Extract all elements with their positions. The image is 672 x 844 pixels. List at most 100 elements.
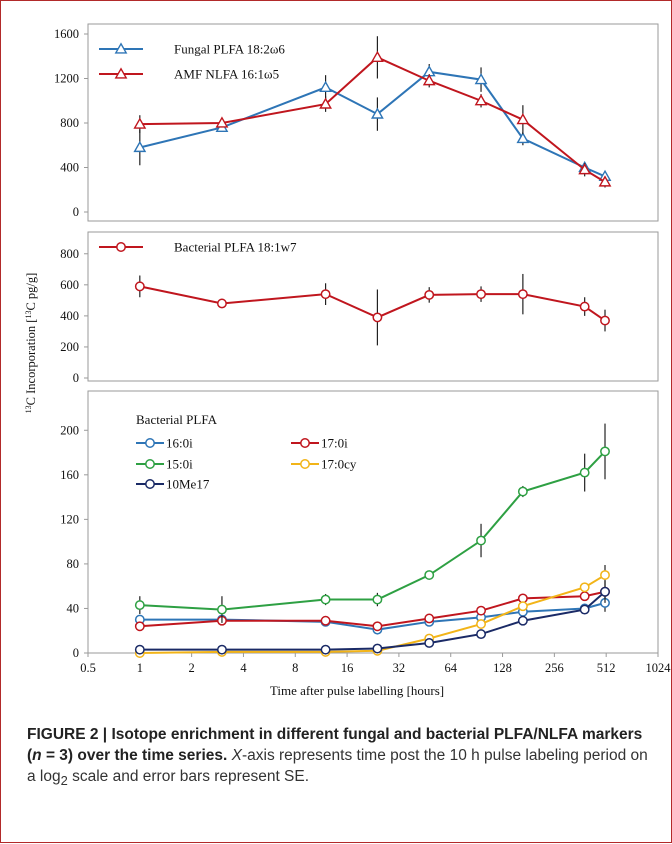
legend-label: Bacterial PLFA 18:1w7 xyxy=(174,240,297,255)
series-3-3 xyxy=(134,423,610,623)
caption-rest-2: scale and error bars represent SE. xyxy=(67,768,310,785)
series-line xyxy=(139,285,606,322)
data-point xyxy=(134,644,145,655)
ylabel-sup1: 13 xyxy=(24,405,33,413)
x-tick-label: 64 xyxy=(444,661,457,675)
ylabel-part2: C pg/g] xyxy=(24,273,38,311)
legend-marker xyxy=(114,67,128,79)
data-point xyxy=(579,604,590,615)
data-point xyxy=(424,289,435,300)
data-point xyxy=(216,604,227,615)
x-tick-label: 4 xyxy=(240,661,247,675)
data-point xyxy=(319,80,332,93)
panel-frame-3 xyxy=(87,390,659,654)
legend-marker xyxy=(116,242,126,252)
data-point xyxy=(578,163,592,175)
data-point xyxy=(370,50,384,62)
data-point xyxy=(476,605,486,616)
y-tick-label: 120 xyxy=(60,512,79,526)
data-point xyxy=(424,638,435,648)
y-tick-label: 0 xyxy=(73,646,79,660)
data-point xyxy=(476,619,486,629)
data-point xyxy=(517,486,528,497)
legend-marker xyxy=(145,438,155,448)
data-point xyxy=(517,289,528,300)
data-point xyxy=(474,94,488,106)
data-point xyxy=(216,298,227,309)
x-axis-label: Time after pulse labelling [hours] xyxy=(270,683,444,698)
x-tick-label: 8 xyxy=(292,661,298,675)
y-tick-label: 400 xyxy=(60,309,79,323)
data-point xyxy=(319,97,332,109)
y-tick-label: 200 xyxy=(60,340,79,354)
data-point xyxy=(320,594,331,605)
data-point xyxy=(600,570,610,580)
data-point xyxy=(474,73,488,85)
legend-marker xyxy=(145,479,155,489)
legend-marker xyxy=(300,438,310,448)
y-tick-label: 200 xyxy=(60,423,79,437)
legend-label: 16:0i xyxy=(166,436,193,451)
y-tick-label: 0 xyxy=(73,371,79,385)
data-point xyxy=(320,644,331,655)
y-tick-label: 600 xyxy=(60,278,79,292)
data-point xyxy=(216,644,227,655)
y-tick-label: 1200 xyxy=(54,72,79,86)
caption-bold-2: = 3) over the time series. xyxy=(41,747,228,764)
data-point xyxy=(600,446,610,457)
legend-label: 10Me17 xyxy=(166,477,210,492)
figure-label: FIGURE 2 | xyxy=(27,726,112,743)
x-tick-label: 0.5 xyxy=(80,661,96,675)
x-tick-label: 2 xyxy=(189,661,195,675)
data-point xyxy=(372,643,383,654)
data-point xyxy=(133,117,147,129)
y-tick-label: 0 xyxy=(73,205,79,219)
legend-marker xyxy=(300,459,310,469)
data-point xyxy=(320,289,331,300)
ylabel-part1: C Incorporation [ xyxy=(24,319,38,406)
legend-label: 17:0i xyxy=(321,436,348,451)
data-point xyxy=(517,615,528,626)
series-line xyxy=(139,574,606,654)
series-1-2 xyxy=(133,36,612,188)
data-point xyxy=(215,116,229,128)
data-point xyxy=(516,131,530,144)
y-tick-label: 800 xyxy=(60,116,79,130)
x-tick-label: 1 xyxy=(137,661,143,675)
data-point xyxy=(372,594,383,605)
data-point xyxy=(579,301,590,312)
legend-marker xyxy=(145,459,155,469)
shared-y-axis-label: 13C Incorporation [13C pg/g] xyxy=(24,273,39,414)
data-point xyxy=(134,621,145,632)
caption-rest-sub: 2 xyxy=(60,773,68,789)
x-tick-label: 16 xyxy=(341,661,354,675)
data-point xyxy=(579,591,590,602)
data-point xyxy=(598,175,612,187)
panel-frame-2 xyxy=(87,231,659,382)
data-point xyxy=(134,600,145,611)
data-point xyxy=(320,615,331,626)
data-point xyxy=(476,535,486,546)
x-tick-label: 1024 xyxy=(646,661,672,675)
y-tick-label: 160 xyxy=(60,468,79,482)
ylabel-sup2: 13 xyxy=(24,311,33,319)
data-point xyxy=(424,613,435,624)
y-tick-label: 40 xyxy=(67,601,80,615)
x-tick-label: 128 xyxy=(493,661,512,675)
data-point xyxy=(476,629,486,640)
caption-rest-1: -axis represents time post the 10 h puls… xyxy=(27,747,648,785)
figure-caption: FIGURE 2 | Isotope enrichment in differe… xyxy=(27,724,657,791)
data-point xyxy=(370,107,384,119)
series-line xyxy=(139,450,606,611)
x-tick-label: 512 xyxy=(597,661,616,675)
legend-label: Fungal PLFA 18:2ω6 xyxy=(174,42,285,57)
y-tick-label: 1600 xyxy=(54,27,79,41)
caption-bold-1: Isotope enrichment in different fungal a… xyxy=(27,726,643,764)
legend-label: 17:0cy xyxy=(321,457,357,472)
legend-marker xyxy=(114,42,128,54)
caption-x-word: X xyxy=(231,747,242,764)
legend-label: AMF NLFA 16:1ω5 xyxy=(174,67,279,82)
data-point xyxy=(133,140,147,153)
